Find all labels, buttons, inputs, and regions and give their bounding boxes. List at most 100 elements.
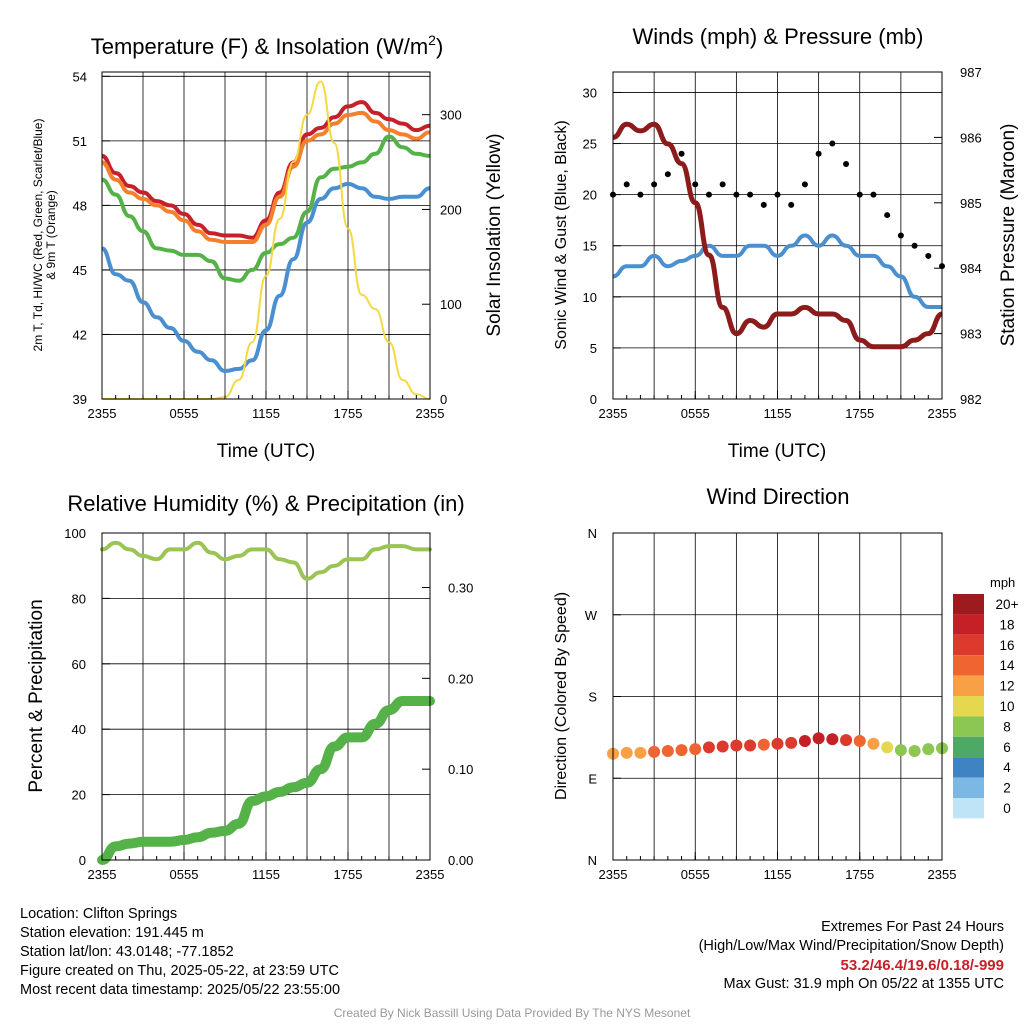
colorbar-cell: [953, 696, 984, 717]
direction-point: [771, 737, 784, 750]
colorbar-cell: [953, 594, 984, 615]
colorbar-label: 4: [1003, 760, 1011, 775]
temperature-y-tick-label: 39: [73, 392, 87, 407]
station-location: Location: Clifton Springs: [20, 906, 178, 922]
temperature-y2-tick-label: 300: [440, 108, 462, 123]
colorbar-cell: [953, 798, 984, 819]
gust-point: [678, 150, 685, 157]
colorbar-cell: [953, 736, 984, 758]
direction-y-tick-label: N: [588, 526, 597, 541]
temperature-x-tick-label: 2355: [88, 406, 117, 421]
colorbar-label: 16: [999, 638, 1014, 653]
humidity-ticks: 2355 0555 1155 1755 23550204060801000.000.10…: [64, 526, 473, 882]
temperature-y-tick-label: 54: [73, 69, 87, 84]
gust-point: [911, 242, 918, 249]
winds-x-tick-label: 2355: [599, 406, 628, 421]
gust-point: [760, 201, 767, 208]
gust-point: [637, 191, 644, 198]
direction-point: [812, 732, 825, 745]
temperature-grid: [102, 72, 430, 400]
winds-y-tick-label: 5: [590, 341, 597, 356]
colorbar-label: 10: [999, 699, 1014, 714]
winds-panel: Winds (mph) & Pressure (mb) 2355 0555 1155…: [553, 24, 1019, 462]
temperature-y-tick-label: 48: [73, 198, 87, 213]
direction-point: [634, 746, 647, 759]
humidity-grid: [102, 532, 430, 861]
direction-y-tick-label: E: [588, 771, 597, 786]
extremes-values: 53.2/46.4/19.6/0.18/-999: [840, 957, 1004, 974]
direction-x-tick-label: 2355: [599, 867, 628, 882]
direction-point: [798, 735, 811, 748]
direction-point: [840, 734, 853, 747]
gust-point: [829, 140, 836, 147]
winds-x-tick-label: 0555: [681, 406, 710, 421]
colorbar-label: 8: [1003, 719, 1011, 734]
gust-point: [856, 191, 863, 198]
temperature-title: Temperature (F) & Insolation (W/m2): [91, 32, 444, 59]
temperature-series-line: [101, 134, 431, 283]
sonic-wind-line: [612, 233, 942, 310]
gust-point: [925, 252, 932, 259]
direction-point: [744, 739, 757, 752]
station-latlon: Station lat/lon: 43.0148; -77.1852: [20, 944, 234, 960]
humidity-y2-tick-label: 0.00: [448, 853, 473, 868]
colorbar-label: 0: [1003, 801, 1011, 816]
colorbar-cell: [953, 675, 984, 696]
winds-y2-tick-label: 984: [960, 261, 982, 276]
gust-point: [815, 150, 822, 157]
winds-ylabel-left: Sonic Wind & Gust (Blue, Black): [553, 120, 570, 349]
station-info: Location: Clifton Springs Station elevat…: [20, 905, 340, 1000]
gust-point: [870, 191, 877, 198]
colorbar-label: 20+: [996, 597, 1019, 612]
winds-title: Winds (mph) & Pressure (mb): [633, 24, 924, 49]
temperature-x-tick-label: 2355: [416, 406, 445, 421]
direction-point: [881, 741, 894, 754]
temperature-x-tick-label: 1755: [334, 406, 363, 421]
temperature-panel: Temperature (F) & Insolation (W/m2) 2355…: [31, 32, 505, 462]
direction-point: [894, 744, 907, 757]
precipitation-line: [97, 696, 435, 865]
colorbar-label: 14: [999, 658, 1015, 673]
direction-point: [702, 741, 715, 754]
humidity-ylabel-left: Percent & Precipitation: [26, 599, 47, 792]
humidity-x-tick-label: 0555: [170, 867, 199, 882]
humidity-y2-tick-label: 0.20: [448, 671, 473, 686]
colorbar-cell: [953, 655, 984, 676]
humidity-y-tick-label: 100: [64, 526, 86, 541]
winds-y2-tick-label: 987: [960, 65, 982, 80]
humidity-y2-tick-label: 0.30: [448, 581, 473, 596]
gust-point: [719, 181, 726, 188]
figure-created: Figure created on Thu, 2025-05-22, at 23…: [20, 963, 339, 979]
direction-x-tick-label: 1155: [764, 867, 792, 882]
gust-point: [664, 171, 671, 178]
extremes-title: Extremes For Past 24 Hours: [821, 919, 1004, 935]
temperature-y-tick-label: 51: [73, 134, 87, 149]
gust-point: [747, 191, 754, 198]
direction-point: [675, 744, 688, 757]
temperature-ylabel-left: 2m T, Td, HI/WC (Red, Green, Scarlet/Blu…: [31, 119, 45, 352]
gust-point: [788, 201, 795, 208]
direction-point: [620, 746, 633, 759]
temperature-ylabel-left-line2: & 9m T (Orange): [44, 190, 58, 280]
winds-y2-tick-label: 983: [960, 327, 982, 342]
temperature-series-line: [101, 100, 431, 240]
direction-point: [757, 738, 770, 751]
gust-point: [843, 160, 850, 167]
direction-panel: Wind Direction 2355 0555 1155 1755 2355NESWN…: [553, 484, 1019, 882]
most-recent-timestamp: Most recent data timestamp: 2025/05/22 2…: [20, 982, 341, 998]
winds-y-tick-label: 15: [583, 239, 597, 254]
direction-x-tick-label: 2355: [928, 867, 957, 882]
direction-title: Wind Direction: [706, 484, 849, 509]
gust-point: [897, 232, 904, 239]
temperature-y-tick-label: 42: [73, 327, 87, 342]
humidity-x-tick-label: 2355: [416, 867, 445, 882]
direction-point: [689, 743, 702, 756]
direction-point: [826, 733, 839, 746]
humidity-line: [100, 540, 432, 581]
winds-y-tick-label: 25: [583, 137, 597, 152]
humidity-y-tick-label: 0: [79, 853, 86, 868]
colorbar-title: mph: [990, 575, 1015, 590]
direction-y-tick-label: W: [585, 608, 598, 623]
winds-y2-tick-label: 982: [960, 392, 982, 407]
humidity-x-tick-label: 2355: [88, 867, 117, 882]
